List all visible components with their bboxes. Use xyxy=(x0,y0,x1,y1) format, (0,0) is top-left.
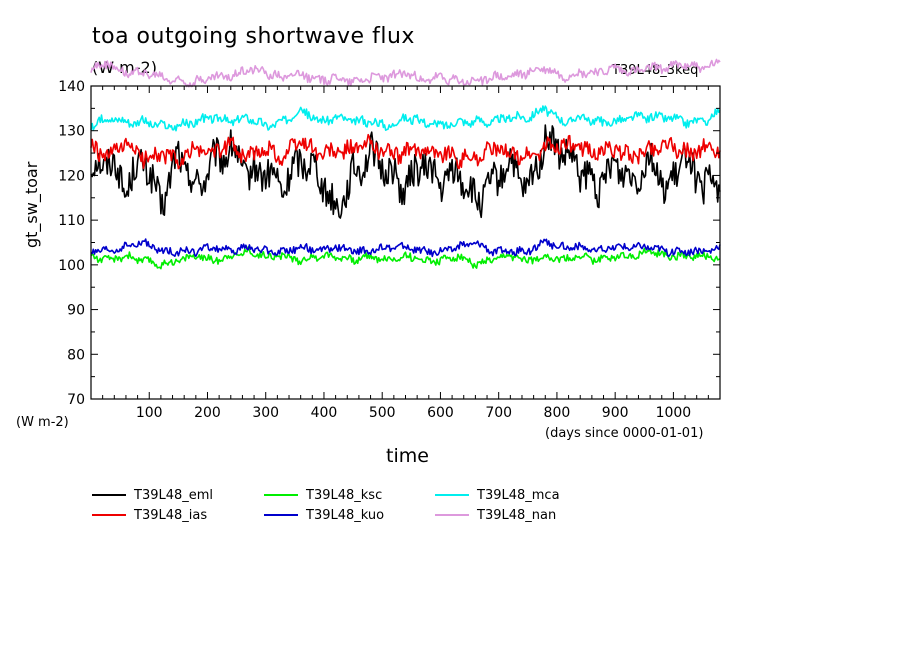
legend-label: T39L48_kuo xyxy=(306,507,385,523)
legend-label: T39L48_ksc xyxy=(306,487,383,503)
legend-swatch xyxy=(435,514,469,516)
y-tick-label: 100 xyxy=(58,258,85,274)
x-axis-unit: (days since 0000-01-01) xyxy=(545,426,704,441)
x-tick-label: 500 xyxy=(369,405,396,421)
series-line-T39L48_eml xyxy=(90,124,721,219)
legend-label: T39L48_mca xyxy=(477,487,560,503)
legend-item: T39L48_kuo xyxy=(264,506,384,524)
x-tick-label: 900 xyxy=(602,405,629,421)
x-axis-label: time xyxy=(386,445,429,467)
y-axis-unit: (W m-2) xyxy=(16,415,69,430)
series-line-T39L48_mca xyxy=(90,105,721,132)
x-tick-label: 600 xyxy=(427,405,454,421)
legend-item: T39L48_ksc xyxy=(264,486,382,504)
plot-frame xyxy=(90,85,721,400)
series-line-T39L48_kuo xyxy=(90,238,721,258)
legend-swatch xyxy=(264,514,298,516)
legend-label: T39L48_nan xyxy=(477,507,557,523)
y-tick-label: 110 xyxy=(58,213,85,229)
legend-item: T39L48_mca xyxy=(435,486,560,504)
y-tick-label: 120 xyxy=(58,168,85,184)
legend-swatch xyxy=(92,514,126,516)
legend-swatch xyxy=(264,494,298,496)
x-tick-label: 1000 xyxy=(656,405,692,421)
x-tick-label: 800 xyxy=(544,405,571,421)
legend-label: T39L48_ias xyxy=(134,507,208,523)
y-tick-label: 130 xyxy=(58,124,85,140)
x-tick-label: 400 xyxy=(311,405,338,421)
series-line-T39L48_ksc xyxy=(90,246,721,270)
y-tick-label: 70 xyxy=(67,392,85,408)
series-line-T39L48_nan xyxy=(90,58,721,88)
series-line-T39L48_ias xyxy=(90,133,721,170)
legend-item: T39L48_nan xyxy=(435,506,556,524)
x-tick-label: 200 xyxy=(194,405,221,421)
legend-swatch xyxy=(92,494,126,496)
legend: T39L48_eml T39L48_ias T39L48_ksc T39L48_kuo… xyxy=(92,486,612,526)
chart-title: toa outgoing shortwave flux xyxy=(92,24,415,49)
y-tick-label: 90 xyxy=(67,303,85,319)
y-tick-label: 80 xyxy=(67,347,85,363)
legend-item: T39L48_ias xyxy=(92,506,207,524)
legend-item: T39L48_eml xyxy=(92,486,213,504)
x-tick-label: 300 xyxy=(252,405,279,421)
x-tick-label: 100 xyxy=(136,405,163,421)
y-tick-label: 140 xyxy=(58,79,85,95)
x-tick-label: 700 xyxy=(485,405,512,421)
y-axis-label: gt_sw_toar xyxy=(22,161,41,248)
legend-swatch xyxy=(435,494,469,496)
legend-label: T39L48_eml xyxy=(134,487,214,503)
